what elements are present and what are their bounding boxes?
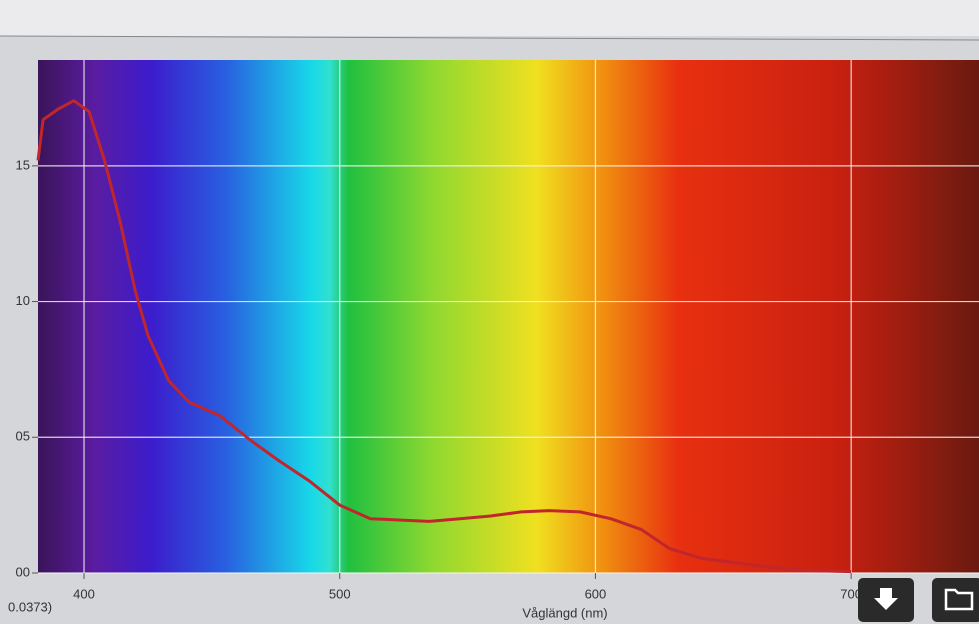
x-tick-label: 500 xyxy=(329,586,351,601)
folder-icon xyxy=(944,588,974,611)
y-tick-label: 05 xyxy=(16,429,30,444)
chart: 15 10 05 00 400 500 600 700 xyxy=(16,60,979,601)
y-tick-label: 00 xyxy=(16,564,30,579)
download-button[interactable] xyxy=(858,578,914,622)
annotation: 0.0373) xyxy=(8,599,52,614)
plot-area xyxy=(38,60,979,573)
x-axis-label: Våglängd (nm) xyxy=(522,605,607,620)
title-bar xyxy=(0,0,979,36)
y-tick-label: 15 xyxy=(16,157,30,172)
y-tick-label: 10 xyxy=(16,293,30,308)
folder-button[interactable] xyxy=(932,578,979,622)
x-tick-label: 400 xyxy=(73,586,95,601)
download-icon xyxy=(874,588,898,610)
separator xyxy=(0,35,979,41)
button-bg[interactable] xyxy=(932,578,979,622)
x-tick-label: 700 xyxy=(840,586,862,601)
x-tick-label: 600 xyxy=(585,586,607,601)
spectrum-line xyxy=(36,99,852,574)
